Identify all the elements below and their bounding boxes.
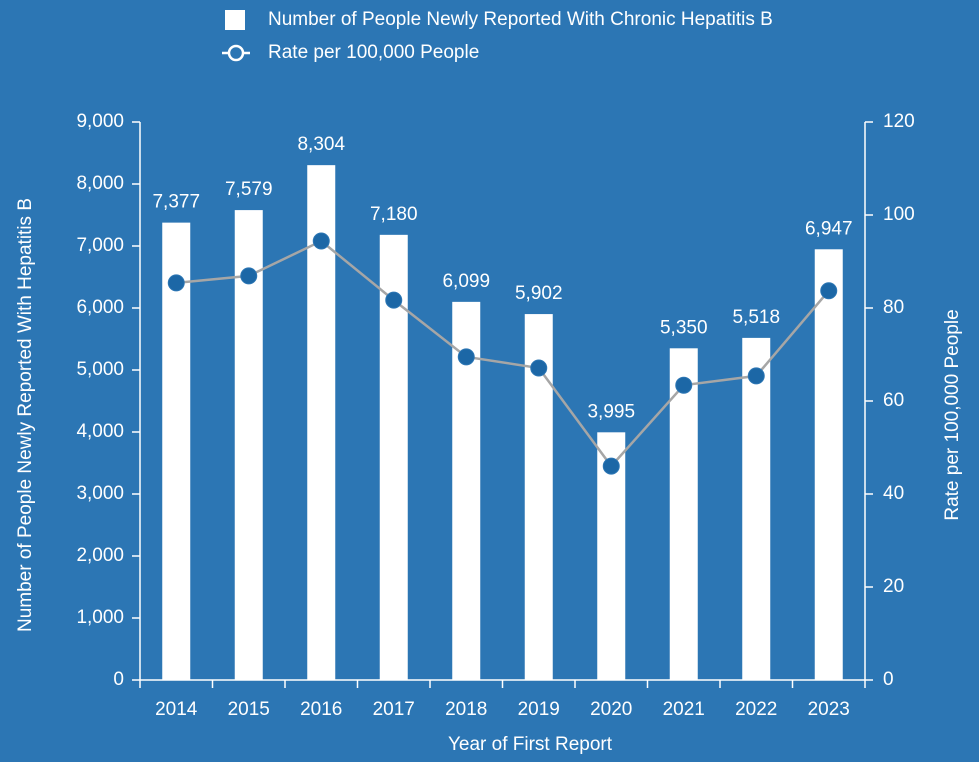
y-tick-label: 9,000: [76, 111, 124, 132]
rate-marker: [602, 457, 620, 475]
y2-tick-label: 100: [883, 204, 915, 225]
legend-label: Rate per 100,000 People: [268, 42, 479, 63]
legend-label: Number of People Newly Reported With Chr…: [268, 9, 773, 30]
rate-marker: [530, 359, 548, 377]
y-tick-label: 7,000: [76, 235, 124, 256]
x-tick-label: 2021: [663, 699, 705, 720]
y-tick-label: 1,000: [76, 607, 124, 628]
bar-value-label: 5,518: [732, 307, 780, 328]
y2-tick-label: 60: [883, 390, 904, 411]
y-tick-label: 8,000: [76, 173, 124, 194]
y-tick-label: 6,000: [76, 297, 124, 318]
y2-tick-label: 120: [883, 111, 915, 132]
rate-marker: [312, 232, 330, 250]
bar-value-label: 7,579: [225, 179, 273, 200]
y-tick-label: 5,000: [76, 359, 124, 380]
x-tick-label: 2015: [228, 699, 270, 720]
y2-tick-label: 80: [883, 297, 904, 318]
rate-marker: [820, 282, 838, 300]
x-tick-label: 2017: [373, 699, 415, 720]
bar: [234, 210, 263, 681]
rate-line: [176, 239, 830, 469]
bar-value-label: 7,180: [370, 204, 418, 225]
bar-value-label: 5,902: [515, 283, 563, 304]
bar-value-label: 7,377: [152, 192, 200, 213]
y2-tick-label: 40: [883, 483, 904, 504]
y-tick-label: 4,000: [76, 421, 124, 442]
rate-marker: [747, 367, 765, 385]
y-tick-label: 2,000: [76, 545, 124, 566]
rate-marker: [675, 376, 693, 394]
bar: [814, 249, 843, 680]
x-axis-title: Year of First Report: [448, 734, 613, 755]
bar: [742, 337, 771, 680]
bar-value-label: 5,350: [660, 317, 708, 338]
y-tick-label: 3,000: [76, 483, 124, 504]
rate-marker: [240, 267, 258, 285]
rate-marker: [167, 274, 185, 292]
rate-marker: [457, 348, 475, 366]
x-tick-label: 2019: [518, 699, 560, 720]
y-axis-title: Number of People Newly Reported With Hep…: [15, 198, 36, 632]
x-tick-label: 2018: [445, 699, 487, 720]
bar-value-label: 3,995: [587, 401, 635, 422]
x-tick-label: 2020: [590, 699, 632, 720]
y2-tick-label: 20: [883, 576, 904, 597]
bar: [379, 234, 408, 680]
legend-marker: [227, 44, 245, 62]
x-tick-label: 2022: [735, 699, 777, 720]
bar-value-label: 8,304: [297, 134, 345, 155]
y2-axis-title: Rate per 100,000 People: [942, 309, 963, 520]
x-tick-label: 2014: [155, 699, 198, 720]
x-tick-label: 2016: [300, 699, 342, 720]
bar-value-label: 6,947: [805, 218, 853, 239]
bar-value-label: 6,099: [442, 271, 490, 292]
bar: [669, 348, 698, 680]
y-tick-label: 0: [113, 669, 124, 690]
x-tick-label: 2023: [808, 699, 850, 720]
y2-tick-label: 0: [883, 669, 894, 690]
bar: [162, 222, 191, 680]
rate-marker: [385, 291, 403, 309]
legend-swatch: [225, 10, 245, 30]
bar: [307, 165, 336, 681]
